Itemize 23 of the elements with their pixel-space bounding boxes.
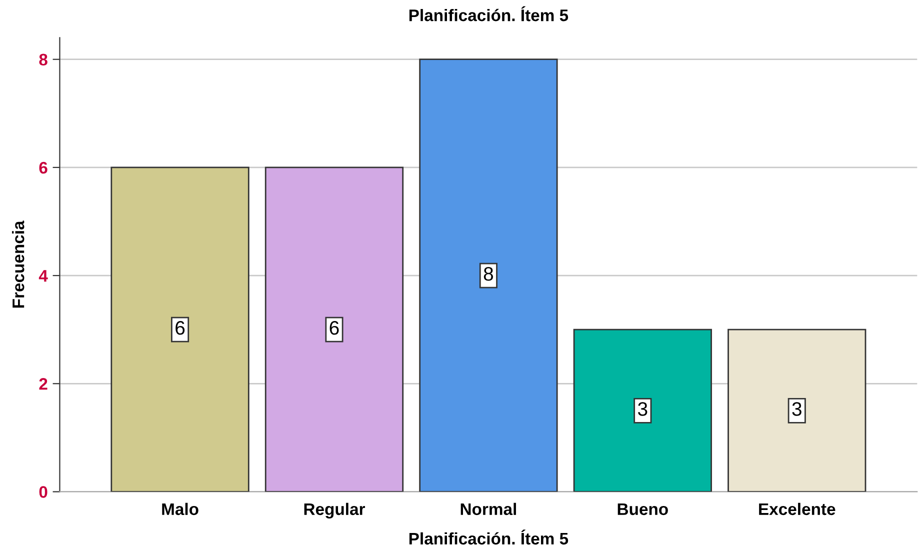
x-axis-title: Planificación. Ítem 5 xyxy=(409,530,568,545)
bar xyxy=(728,328,866,492)
x-tick-label: Malo xyxy=(162,502,198,516)
y-axis-title: Frecuencia xyxy=(12,220,24,308)
y-tick-label: 6 xyxy=(39,162,48,174)
y-tick-label: 8 xyxy=(39,54,48,66)
data-label: 3 xyxy=(638,402,648,416)
x-tick-label: Regular xyxy=(304,502,366,518)
bar xyxy=(573,328,712,492)
x-tick-label: Bueno xyxy=(618,503,668,516)
bar xyxy=(419,58,558,492)
x-tick-label: Normal xyxy=(460,502,516,516)
data-label: 8 xyxy=(484,266,494,281)
bar xyxy=(110,166,250,492)
y-tick-label: 2 xyxy=(39,378,48,390)
data-label: 3 xyxy=(792,402,802,416)
data-label: 6 xyxy=(176,321,185,335)
y-tick-label: 0 xyxy=(39,486,48,498)
chart-title: Planificación. Ítem 5 xyxy=(409,6,568,22)
y-tick-label: 4 xyxy=(38,270,48,282)
data-label: 6 xyxy=(330,321,339,335)
x-tick-label: Excelente xyxy=(759,502,836,516)
bar xyxy=(264,166,404,492)
